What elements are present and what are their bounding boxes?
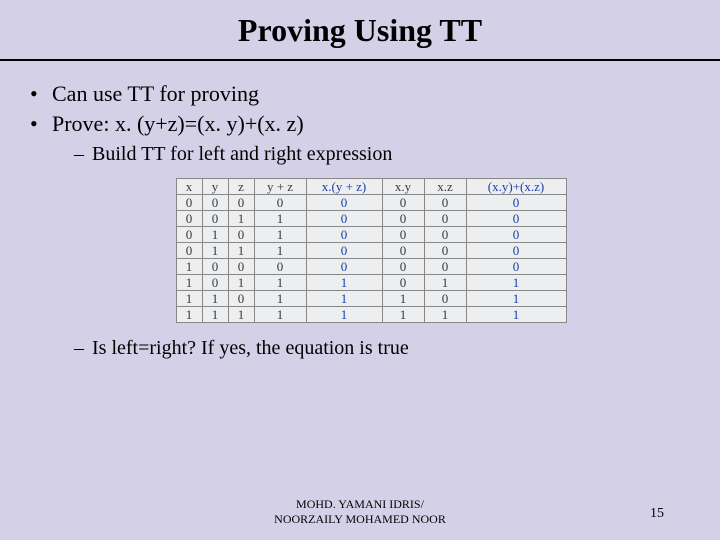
bullet-2: Prove: x. (y+z)=(x. y)+(x. z) Build TT f… [30,111,690,360]
table-row: 11011101 [176,291,566,307]
table-row: 11111111 [176,307,566,323]
table-cell: 0 [176,227,202,243]
table-cell: 0 [382,259,424,275]
table-cell: 1 [466,275,566,291]
table-header: x.z [424,179,466,195]
table-row: 10111011 [176,275,566,291]
table-cell: 1 [202,227,228,243]
sub-bullet-1: Build TT for left and right expression [74,143,690,166]
table-cell: 1 [202,291,228,307]
table-header: y [202,179,228,195]
table-cell: 0 [306,211,382,227]
truth-table: xyzy + zx.(y + z)x.yx.z(x.y)+(x.z)000000… [176,178,567,323]
table-cell: 0 [466,227,566,243]
table-cell: 1 [424,307,466,323]
table-cell: 1 [228,307,254,323]
table-row: 01110000 [176,243,566,259]
table-cell: 0 [382,275,424,291]
table-cell: 0 [176,195,202,211]
table-cell: 1 [176,259,202,275]
table-cell: 0 [424,259,466,275]
table-cell: 1 [306,275,382,291]
footer: MOHD. YAMANI IDRIS/ NOORZAILY MOHAMED NO… [0,497,720,526]
table-cell: 0 [466,211,566,227]
table-cell: 1 [382,307,424,323]
table-cell: 0 [466,195,566,211]
table-cell: 1 [202,307,228,323]
slide-title: Proving Using TT [0,0,720,59]
table-cell: 1 [228,243,254,259]
table-cell: 0 [306,243,382,259]
footer-line-2: NOORZAILY MOHAMED NOOR [0,512,720,526]
table-cell: 1 [466,307,566,323]
bullet-1: Can use TT for proving [30,81,690,107]
sub-bullet-2: Is left=right? If yes, the equation is t… [74,337,690,360]
table-cell: 0 [202,195,228,211]
table-header: x.y [382,179,424,195]
table-cell: 0 [306,259,382,275]
table-cell: 1 [254,307,306,323]
table-cell: 0 [176,243,202,259]
table-cell: 0 [466,243,566,259]
table-cell: 0 [306,227,382,243]
table-row: 01010000 [176,227,566,243]
table-cell: 1 [254,211,306,227]
table-cell: 0 [424,195,466,211]
table-cell: 1 [228,275,254,291]
table-cell: 0 [424,243,466,259]
table-row: 00000000 [176,195,566,211]
table-header: x [176,179,202,195]
table-header: (x.y)+(x.z) [466,179,566,195]
content-area: Can use TT for proving Prove: x. (y+z)=(… [0,61,720,360]
truth-table-container: xyzy + zx.(y + z)x.yx.z(x.y)+(x.z)000000… [52,178,690,323]
table-cell: 1 [202,243,228,259]
table-cell: 0 [424,291,466,307]
sub-bullet-list: Build TT for left and right expression [74,143,690,166]
table-cell: 0 [382,195,424,211]
table-cell: 0 [254,259,306,275]
sub-bullet-list-2: Is left=right? If yes, the equation is t… [74,337,690,360]
table-row: 00110000 [176,211,566,227]
table-cell: 0 [202,211,228,227]
table-header: z [228,179,254,195]
table-cell: 1 [176,307,202,323]
table-cell: 1 [176,291,202,307]
table-cell: 0 [202,275,228,291]
table-cell: 1 [254,275,306,291]
table-cell: 1 [254,243,306,259]
table-cell: 1 [424,275,466,291]
table-row: 10000000 [176,259,566,275]
table-cell: 0 [228,259,254,275]
table-cell: 1 [306,291,382,307]
table-cell: 0 [202,259,228,275]
table-cell: 0 [424,211,466,227]
table-cell: 1 [176,275,202,291]
table-cell: 1 [254,227,306,243]
bullet-list: Can use TT for proving Prove: x. (y+z)=(… [30,81,690,360]
table-cell: 0 [382,227,424,243]
page-number: 15 [650,506,664,522]
table-cell: 0 [228,291,254,307]
table-cell: 0 [382,211,424,227]
table-header: y + z [254,179,306,195]
table-cell: 1 [254,291,306,307]
bullet-2-text: Prove: x. (y+z)=(x. y)+(x. z) [52,111,304,136]
footer-line-1: MOHD. YAMANI IDRIS/ [0,497,720,511]
table-cell: 0 [466,259,566,275]
table-cell: 1 [466,291,566,307]
table-cell: 1 [382,291,424,307]
table-cell: 1 [228,211,254,227]
table-cell: 0 [228,227,254,243]
table-header: x.(y + z) [306,179,382,195]
table-cell: 0 [306,195,382,211]
table-cell: 0 [176,211,202,227]
table-cell: 0 [254,195,306,211]
table-cell: 0 [228,195,254,211]
table-cell: 0 [424,227,466,243]
table-cell: 0 [382,243,424,259]
table-cell: 1 [306,307,382,323]
